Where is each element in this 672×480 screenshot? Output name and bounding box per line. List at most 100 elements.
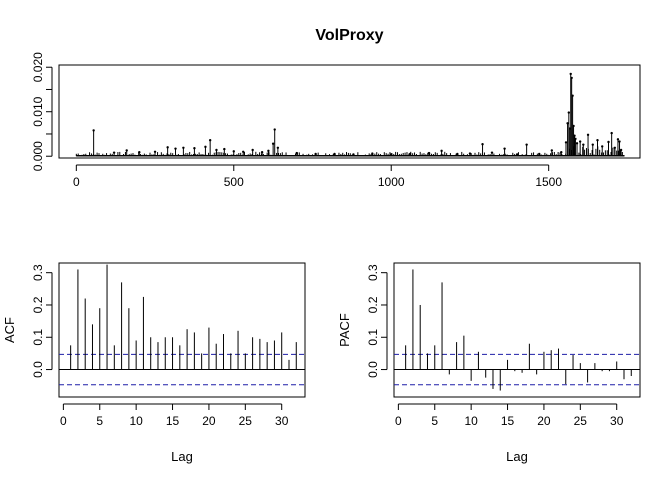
- x-tick-label: 10: [464, 414, 478, 428]
- data-point: [314, 152, 317, 156]
- data-point: [273, 128, 276, 131]
- data-point: [596, 139, 599, 142]
- data-point: [538, 152, 541, 156]
- data-point: [295, 151, 298, 155]
- plot-frame: [393, 262, 641, 398]
- plot-frame: [58, 64, 641, 159]
- data-point: [204, 145, 207, 149]
- y-axis-label: PACF: [337, 313, 352, 347]
- data-point: [566, 122, 569, 125]
- y-tick-label: 0.0: [366, 361, 380, 378]
- pacf-panel: 0 5 10 15 20 25 30 0.0 0.1 0.2 0.3 Lag PACF: [337, 262, 641, 464]
- data-point: [440, 149, 443, 153]
- y-tick-label: 0.020: [31, 52, 45, 82]
- data-point: [575, 142, 579, 145]
- data-point: [215, 148, 218, 152]
- data-point: [92, 129, 95, 132]
- x-tick-label: 15: [166, 414, 180, 428]
- x-tick-label: 20: [202, 414, 216, 428]
- data-point: [371, 152, 374, 155]
- data-point: [260, 151, 264, 154]
- y-tick-label: 0.010: [31, 96, 45, 126]
- acf-panel: 0 5 10 15 20 25 30 0.0 0.1 0.2 0.3 Lag ACF: [2, 262, 306, 464]
- x-tick-label: 5: [431, 414, 438, 428]
- x-tick-label: 20: [537, 414, 551, 428]
- y-tick-label: 0.1: [366, 329, 380, 346]
- x-tick-label: 0: [73, 175, 80, 189]
- data-point: [153, 150, 157, 153]
- data-point: [174, 147, 177, 150]
- data-point: [125, 149, 128, 152]
- chart-title: VolProxy: [315, 27, 383, 44]
- data-point: [166, 146, 169, 149]
- data-point: [564, 141, 568, 144]
- data-point: [232, 150, 235, 153]
- data-point: [182, 146, 185, 149]
- data-point: [138, 151, 141, 154]
- x-tick-label: 25: [574, 414, 588, 428]
- data-point: [619, 148, 623, 152]
- x-tick-label: 15: [501, 414, 515, 428]
- data-point: [193, 147, 196, 150]
- y-tick-label: 0.1: [31, 329, 45, 346]
- data-point: [468, 152, 472, 155]
- data-point: [427, 151, 431, 155]
- x-tick-label: 1500: [535, 175, 562, 189]
- data-point: [574, 137, 577, 141]
- x-axis-label: Lag: [506, 449, 528, 464]
- y-tick-label: 0.0: [31, 361, 45, 378]
- y-tick-label: 0.2: [366, 296, 380, 313]
- x-tick-label: 10: [129, 414, 143, 428]
- data-point: [572, 124, 575, 128]
- y-axis-label: ACF: [2, 317, 17, 343]
- x-tick-label: 30: [275, 414, 289, 428]
- x-tick-label: 500: [224, 175, 244, 189]
- y-tick-label: 0.2: [31, 296, 45, 313]
- x-tick-label: 1000: [378, 175, 405, 189]
- data-point: [481, 143, 484, 146]
- data-point: [333, 152, 336, 156]
- data-point: [607, 140, 610, 144]
- data-point: [208, 139, 212, 142]
- data-point: [515, 153, 519, 156]
- x-tick-label: 0: [395, 414, 402, 428]
- data-point: [456, 152, 459, 156]
- data-point: [571, 94, 574, 97]
- data-point: [578, 140, 582, 143]
- data-point: [567, 111, 571, 114]
- data-point: [112, 151, 116, 154]
- data-point: [601, 145, 604, 148]
- data-point: [591, 143, 594, 146]
- data-point: [267, 149, 270, 153]
- data-point: [586, 133, 590, 137]
- data-point: [223, 147, 226, 151]
- data-point: [352, 153, 355, 156]
- x-tick-label: 5: [96, 414, 103, 428]
- data-point: [573, 134, 576, 137]
- data-point: [525, 143, 528, 146]
- x-tick-label: 30: [610, 414, 624, 428]
- y-tick-label: 0.3: [31, 264, 45, 281]
- x-tick-label: 0: [60, 414, 67, 428]
- data-point: [276, 146, 280, 149]
- volproxy-panel: 0 500 1000 1500 0.000 0.010 0.020 VolProxy: [31, 27, 641, 189]
- data-point: [550, 149, 554, 152]
- data-point: [271, 142, 275, 145]
- data-point: [610, 131, 613, 135]
- data-point: [390, 153, 393, 156]
- data-point: [618, 140, 621, 143]
- data-point: [408, 152, 412, 156]
- x-tick-label: 25: [239, 414, 253, 428]
- y-tick-label: 0.3: [366, 264, 380, 281]
- data-point: [251, 148, 254, 152]
- data-point: [242, 150, 245, 153]
- data-point: [613, 146, 617, 149]
- data-point: [616, 138, 620, 141]
- y-tick-label: 0.000: [31, 141, 45, 171]
- data-point: [582, 143, 585, 146]
- data-point: [569, 72, 572, 76]
- data-point: [570, 76, 573, 80]
- data-point: [503, 147, 506, 150]
- plot-frame: [58, 262, 306, 398]
